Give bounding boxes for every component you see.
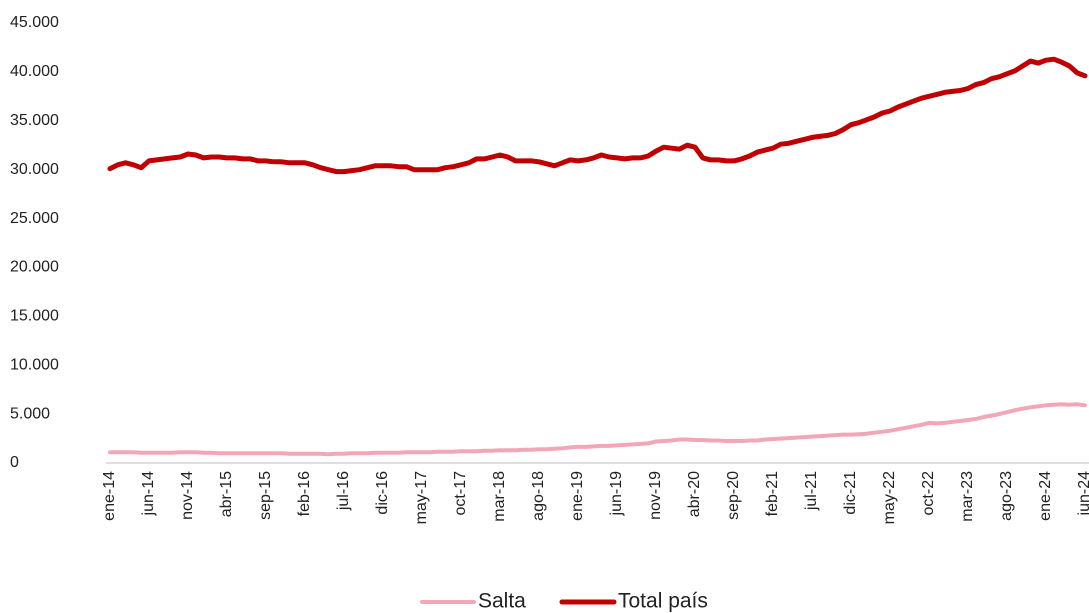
x-tick-label: ene-14 (101, 471, 118, 521)
x-tick-label: dic-21 (842, 471, 859, 515)
y-tick-label: 25.000 (10, 210, 59, 227)
x-tick-label: jun-19 (608, 471, 625, 517)
x-tick-label: ene-19 (569, 471, 586, 521)
y-tick-label: 30.000 (10, 161, 59, 178)
legend-label: Salta (478, 590, 526, 613)
y-tick-label: 20.000 (10, 259, 59, 276)
y-tick-label: 10.000 (10, 356, 59, 373)
x-tick-label: dic-16 (374, 471, 391, 515)
x-tick-label: mar-18 (491, 471, 508, 522)
y-tick-label: 15.000 (10, 308, 59, 325)
x-tick-label: jun-14 (140, 471, 157, 517)
x-tick-label: feb-16 (296, 471, 313, 516)
x-tick-label: mar-23 (959, 471, 976, 522)
x-tick-label: sep-15 (257, 471, 274, 520)
x-tick-label: sep-20 (725, 471, 742, 520)
x-tick-label: ago-18 (530, 471, 547, 521)
y-tick-label: 0 (10, 454, 19, 471)
y-tick-label: 5.000 (10, 405, 50, 422)
x-tick-label: oct-17 (452, 471, 469, 516)
x-tick-label: ene-24 (1037, 471, 1054, 521)
line-series (107, 56, 1088, 175)
x-tick-label: ago-23 (998, 471, 1015, 521)
y-tick-label: 35.000 (10, 112, 59, 129)
x-tick-label: nov-14 (179, 471, 196, 520)
x-tick-label: abr-15 (218, 471, 235, 517)
x-tick-label: may-22 (881, 471, 898, 524)
legend-label: Total país (618, 590, 708, 613)
x-tick-label: feb-21 (764, 471, 781, 516)
line-series (108, 402, 1087, 457)
y-tick-label: 40.000 (10, 63, 59, 80)
x-tick-label: may-17 (413, 471, 430, 524)
x-tick-label: jun-24 (1076, 471, 1089, 517)
x-tick-label: jul-16 (335, 471, 352, 511)
x-tick-label: abr-20 (686, 471, 703, 517)
x-tick-label: nov-19 (647, 471, 664, 520)
y-tick-label: 45.000 (10, 14, 59, 31)
x-tick-label: jul-21 (803, 471, 820, 511)
x-tick-label: oct-22 (920, 471, 937, 516)
